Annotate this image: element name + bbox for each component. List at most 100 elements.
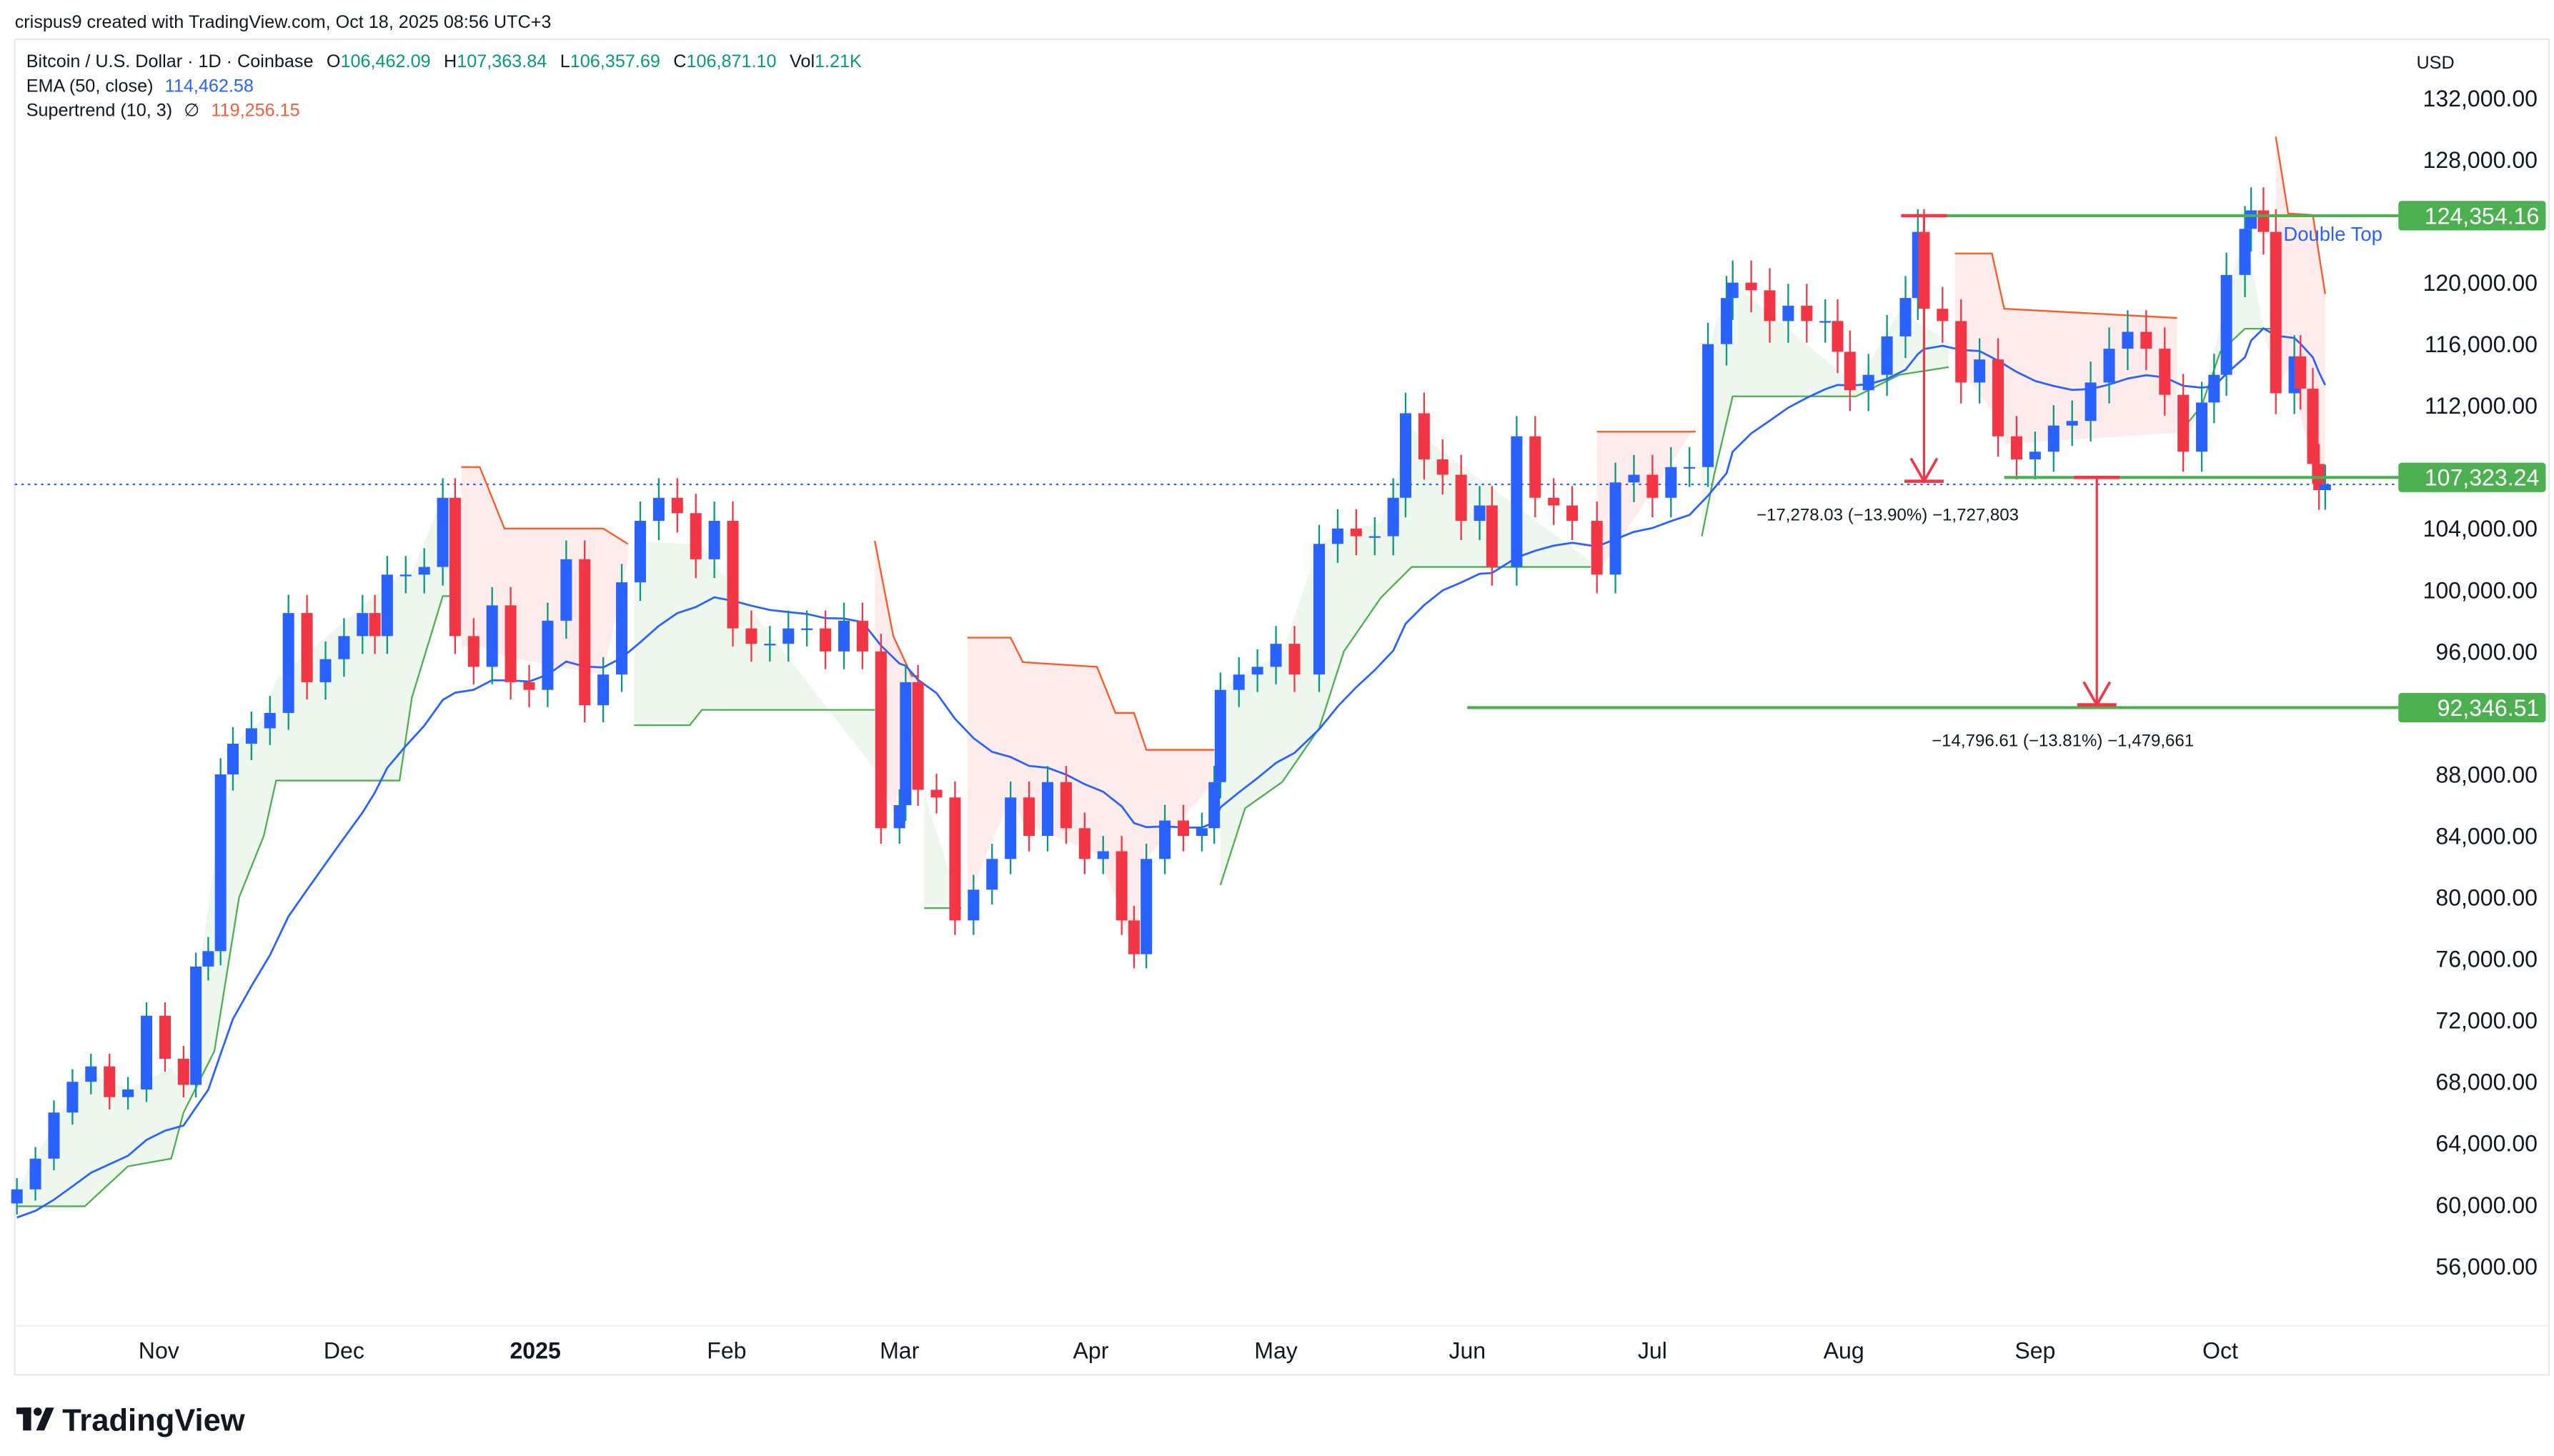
candle-body xyxy=(2159,349,2171,395)
candle xyxy=(1128,906,1140,969)
candle-body xyxy=(1455,474,1467,522)
candle-body xyxy=(1529,436,1541,498)
ema-legend: EMA (50, close) 114,462.58 xyxy=(26,76,254,96)
svg-text:Bitcoin / U.S. Dollar · 1D · C: Bitcoin / U.S. Dollar · 1D · Coinbase O1… xyxy=(26,51,862,71)
candle xyxy=(1208,766,1221,844)
measure-arrow-2[interactable] xyxy=(2074,476,2120,708)
time-axis[interactable]: Nov Dec 2025 Feb Mar Apr May Jun Jul Aug Sep Oct xyxy=(139,1337,2238,1363)
candle xyxy=(104,1053,116,1110)
candle xyxy=(1628,454,1640,502)
candle xyxy=(141,1002,153,1102)
level-price-box xyxy=(2398,201,2546,231)
horizontal-levels[interactable] xyxy=(1467,214,2399,709)
candle xyxy=(1801,284,1813,343)
candle-body xyxy=(1591,521,1603,575)
candle xyxy=(986,843,998,905)
candle xyxy=(1899,276,1912,358)
candles xyxy=(11,187,2331,1215)
candle-body xyxy=(801,628,813,630)
time-tick: Aug xyxy=(1824,1337,1864,1363)
time-tick: Oct xyxy=(2202,1337,2238,1363)
candle-body xyxy=(141,1015,153,1089)
candle xyxy=(1486,486,1498,586)
candle xyxy=(634,502,646,602)
candle-body xyxy=(764,644,776,646)
measure-arrows[interactable] xyxy=(1901,214,2120,708)
volume-value: 1.21K xyxy=(815,51,862,71)
candle xyxy=(48,1100,60,1171)
candle xyxy=(177,1045,189,1098)
candle-body xyxy=(399,574,412,577)
candle-body xyxy=(319,659,332,682)
candle xyxy=(893,789,905,844)
candle xyxy=(85,1053,97,1095)
candle xyxy=(301,594,313,700)
candle xyxy=(968,874,980,935)
candle-body xyxy=(1115,851,1128,921)
candle xyxy=(2295,335,2307,410)
price-axis[interactable]: USD 132,000.00 128,000.00 120,000.00 116,00… xyxy=(2416,53,2538,1280)
candle xyxy=(616,564,628,692)
time-tick: Sep xyxy=(2014,1337,2055,1363)
candle-body xyxy=(177,1058,189,1085)
supertrend-up-fill xyxy=(1220,428,1591,885)
candle xyxy=(820,610,832,669)
candle-body xyxy=(1486,505,1498,567)
supertrend-up-fill xyxy=(634,541,875,769)
candle-body xyxy=(1097,851,1109,859)
candle xyxy=(2239,206,2251,297)
candle-body xyxy=(2140,331,2152,349)
candle xyxy=(1474,486,1486,541)
candle xyxy=(1665,447,1677,518)
candle-body xyxy=(1387,497,1399,537)
level-price-box xyxy=(2398,462,2546,492)
candle xyxy=(1023,781,1035,852)
candle-body xyxy=(11,1189,23,1204)
candle-body xyxy=(745,628,757,644)
price-tick: 120,000.00 xyxy=(2423,270,2538,296)
double-top-label[interactable]: Double Top xyxy=(2283,223,2382,245)
candle xyxy=(2270,209,2282,414)
candle xyxy=(560,540,572,639)
candle-body xyxy=(1350,528,1362,537)
price-tick: 72,000.00 xyxy=(2435,1008,2538,1034)
candle xyxy=(2159,327,2171,416)
measure-arrow-1[interactable] xyxy=(1901,214,1947,484)
tradingview-logo[interactable]: TradingView xyxy=(16,1403,245,1437)
candle-body xyxy=(338,636,350,659)
candle xyxy=(745,610,757,662)
candle-body xyxy=(2245,210,2257,229)
candle xyxy=(66,1069,79,1125)
candle-body xyxy=(2270,231,2282,394)
supertrend-down-line xyxy=(461,466,629,545)
candle xyxy=(838,602,850,669)
candle-body xyxy=(159,1015,171,1059)
candle-body xyxy=(1368,536,1381,538)
candle xyxy=(2010,416,2022,479)
candle xyxy=(1511,416,1523,586)
supertrend-up-line xyxy=(1701,366,1949,537)
level-price-label: 124,354.16 xyxy=(2425,203,2539,229)
candle-body xyxy=(2196,402,2208,452)
candle-body xyxy=(856,620,868,652)
candle xyxy=(2103,327,2115,404)
candle xyxy=(1078,812,1090,874)
candle-body xyxy=(357,613,369,637)
price-tick: 68,000.00 xyxy=(2435,1069,2538,1095)
measure1-label: −17,278.03 (−13.90%) −1,727,803 xyxy=(1757,506,2019,525)
price-tick: 84,000.00 xyxy=(2435,823,2538,849)
candle-body xyxy=(523,682,535,690)
candle xyxy=(1418,392,1430,479)
candle-body xyxy=(214,774,227,952)
candle xyxy=(1233,657,1245,707)
candle-body xyxy=(1992,359,2004,437)
candle-body xyxy=(1702,344,1714,467)
candle-body xyxy=(1128,920,1140,954)
candle-body xyxy=(690,513,702,559)
candle-body xyxy=(227,743,239,774)
candle-body xyxy=(282,613,294,713)
supertrend-up-line xyxy=(2182,327,2276,429)
price-tick: 56,000.00 xyxy=(2435,1254,2538,1280)
candle xyxy=(1097,836,1109,874)
